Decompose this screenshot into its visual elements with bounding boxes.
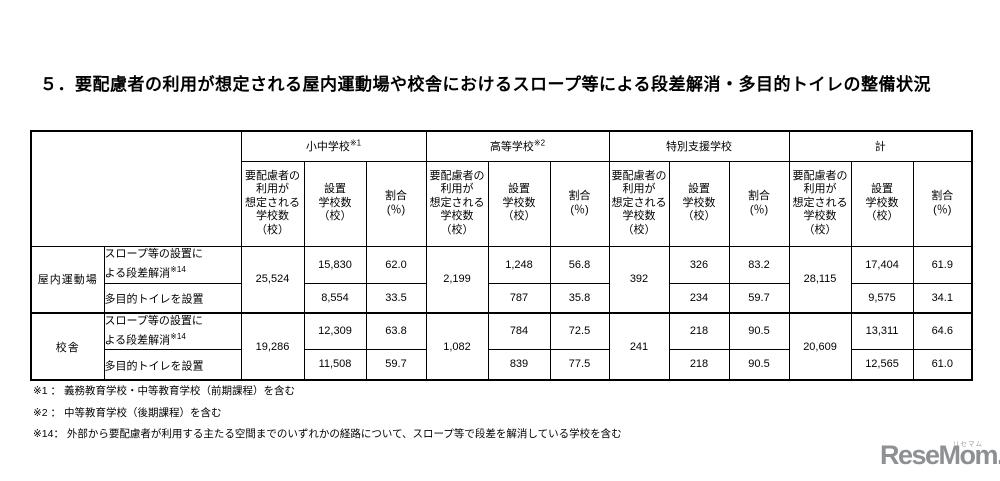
table-row-building-slope: 校舎 スロープ等の設置に よる段差解消※14 19,286 12,309 63.…	[30, 311, 973, 381]
installed-count: 8,554	[303, 282, 367, 314]
footnote-14: ※14： 外部から要配慮者が利用する主たる空間までのいずれかの経路について、スロ…	[33, 428, 622, 440]
group-label: 高等学校	[489, 141, 534, 154]
group-label: 特別支援学校	[666, 141, 732, 154]
subheader-installed: 設置 学校数 （校）	[487, 160, 551, 247]
measure-label: スロープ等の設置に よる段差解消※14	[103, 245, 242, 284]
installed-count: 218	[668, 311, 730, 350]
subheader-rate: 割合 (％)	[912, 160, 973, 247]
installed-count: 787	[487, 282, 551, 314]
footnote-2: ※2 ： 中等教育学校（後期課程）を含む	[33, 406, 222, 419]
eligible-count: 2,199	[425, 245, 489, 314]
installed-count: 218	[668, 348, 730, 381]
section-title: ５．要配慮者の利用が想定される屋内運動場や校舎におけるスロープ等による段差解消・…	[40, 75, 931, 94]
measure-label: 多目的トイレを設置	[103, 348, 242, 381]
measure-text: 多目的トイレを設置	[104, 360, 204, 373]
subheader-installed: 設置 学校数 （校）	[668, 160, 730, 247]
subheader-installed: 設置 学校数 （校）	[850, 160, 914, 247]
installed-count: 12,565	[850, 348, 914, 381]
measure-label: 多目的トイレを設置	[103, 282, 242, 314]
eligible-count: 1,082	[425, 311, 489, 381]
table-row-gym-slope: 屋内運動場 スロープ等の設置に よる段差解消※14 25,524 15,830 …	[30, 245, 973, 314]
installed-count: 326	[668, 245, 730, 284]
group-header-row: 小中学校※1 高等学校※2 特別支援学校 計	[30, 130, 973, 247]
installed-count: 17,404	[850, 245, 914, 284]
measure-footnote-mark: ※14	[170, 332, 186, 341]
rate-value: 63.8	[365, 311, 427, 350]
subheader-rate: 割合 (％)	[365, 160, 427, 247]
rate-value: 83.2	[728, 245, 790, 284]
installed-count: 13,311	[850, 311, 914, 350]
rate-value: 77.5	[549, 348, 610, 381]
installed-count: 12,309	[303, 311, 367, 350]
group-footnote-mark: ※2	[533, 138, 546, 148]
measure-text: スロープ等の設置に よる段差解消	[104, 315, 203, 347]
group-header-special: 特別支援学校	[608, 130, 790, 162]
installed-count: 1,248	[487, 245, 551, 284]
installed-count: 9,575	[850, 282, 914, 314]
eligible-count: 20,609	[788, 311, 852, 381]
group-header-highschool: 高等学校※2	[425, 130, 610, 162]
measure-text: 多目的トイレを設置	[104, 293, 204, 306]
category-building: 校舎	[30, 311, 105, 381]
measure-label: スロープ等の設置に よる段差解消※14	[103, 311, 242, 350]
rate-value: 61.9	[912, 245, 973, 284]
statistics-table: 小中学校※1 高等学校※2 特別支援学校 計 要配慮者の 利用が 想定される 学…	[30, 130, 974, 382]
rate-value: 59.7	[728, 282, 790, 314]
rate-value: 56.8	[549, 245, 610, 284]
subheader-eligible: 要配慮者の 利用が 想定される 学校数 （校）	[788, 160, 852, 247]
subheader-rate: 割合 (％)	[549, 160, 610, 247]
installed-count: 234	[668, 282, 730, 314]
installed-count: 15,830	[303, 245, 367, 284]
group-header-total: 計	[788, 130, 973, 162]
subheader-installed: 設置 学校数 （校）	[303, 160, 367, 247]
eligible-count: 25,524	[240, 245, 305, 314]
eligible-count: 241	[608, 311, 670, 381]
rate-value: 59.7	[365, 348, 427, 381]
eligible-count: 392	[608, 245, 670, 314]
eligible-count: 19,286	[240, 311, 305, 381]
measure-text: スロープ等の設置に よる段差解消	[104, 248, 203, 280]
measure-footnote-mark: ※14	[170, 265, 186, 275]
rate-value: 35.8	[549, 282, 610, 314]
rate-value: 62.0	[365, 245, 427, 284]
subheader-eligible: 要配慮者の 利用が 想定される 学校数 （校）	[608, 160, 670, 247]
group-header-elementary: 小中学校※1	[240, 130, 427, 162]
corner-cell	[30, 130, 242, 247]
installed-count: 784	[487, 311, 551, 350]
rate-value: 90.5	[728, 311, 790, 350]
group-label: 計	[874, 141, 886, 154]
resemom-logo: リセマム ReseMom.	[880, 440, 1000, 476]
logo-ruby-text: リセマム	[953, 441, 983, 448]
group-label: 小中学校	[305, 141, 350, 154]
installed-count: 11,508	[303, 348, 367, 381]
footnotes: ※1 ： 義務教育学校・中等教育学校（前期課程）を含む ※2 ： 中等教育学校（…	[33, 383, 622, 448]
subheader-rate: 割合 (％)	[728, 160, 790, 247]
installed-count: 839	[487, 348, 551, 381]
group-footnote-mark: ※1	[349, 138, 362, 148]
footnote-1: ※1 ： 義務教育学校・中等教育学校（前期課程）を含む	[33, 385, 295, 397]
table-row-building-toilet: 多目的トイレを設置 11,508 59.7 839 77.5 218 90.5 …	[31, 348, 973, 381]
subheader-eligible: 要配慮者の 利用が 想定される 学校数 （校）	[425, 160, 489, 247]
rate-value: 61.0	[912, 348, 973, 381]
logo-text: ReseMom.	[880, 440, 1000, 470]
rate-value: 34.1	[912, 282, 973, 314]
category-gymnasium: 屋内運動場	[30, 245, 105, 314]
rate-value: 33.5	[365, 282, 427, 314]
rate-value: 90.5	[728, 348, 790, 381]
eligible-count: 28,115	[788, 245, 852, 314]
subheader-eligible: 要配慮者の 利用が 想定される 学校数 （校）	[240, 160, 305, 247]
rate-value: 64.6	[912, 311, 973, 350]
rate-value: 72.5	[549, 311, 610, 350]
